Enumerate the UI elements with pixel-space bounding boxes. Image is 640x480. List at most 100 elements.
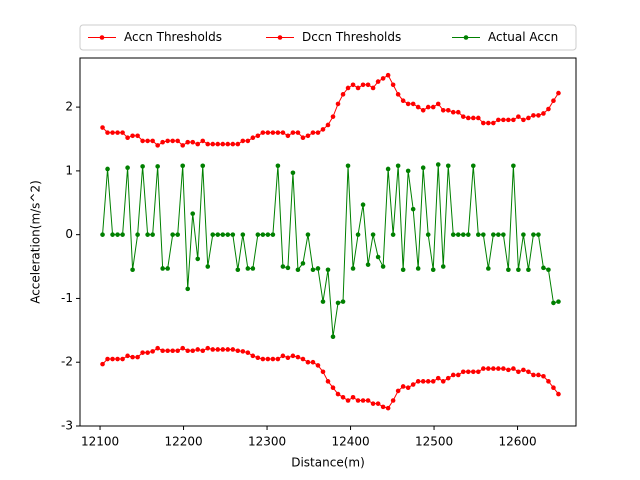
data-point: [516, 369, 521, 375]
data-point: [345, 163, 351, 169]
data-point: [240, 349, 246, 354]
data-point: [145, 232, 150, 237]
data-point: [260, 356, 266, 362]
data-point: [210, 232, 216, 237]
series-line: [102, 164, 559, 337]
data-point: [220, 232, 226, 237]
data-point: [521, 117, 526, 123]
data-point: [425, 379, 431, 384]
series-line: [102, 347, 559, 409]
data-point: [506, 367, 511, 373]
data-point: [285, 133, 291, 139]
data-point: [455, 232, 461, 237]
data-point: [250, 353, 256, 359]
data-point: [105, 166, 110, 172]
data-point: [310, 359, 316, 365]
data-point: [455, 109, 461, 115]
data-point: [445, 375, 451, 381]
data-point: [160, 266, 165, 271]
x-tick-label: 12100: [81, 435, 119, 449]
legend-marker: [99, 35, 105, 40]
data-point: [255, 232, 261, 237]
legend-label: Dccn Thresholds: [302, 30, 401, 44]
data-point: [290, 170, 296, 176]
x-tick-label: 12300: [248, 435, 286, 449]
data-point: [450, 109, 456, 115]
data-point: [325, 122, 331, 128]
data-point: [335, 101, 341, 107]
data-point: [100, 361, 105, 367]
data-point: [435, 162, 441, 167]
data-point: [486, 120, 491, 126]
data-point: [465, 369, 471, 375]
data-point: [300, 356, 306, 362]
data-point: [470, 369, 476, 375]
y-tick-label: 0: [65, 227, 73, 241]
data-point: [165, 348, 170, 354]
data-point: [531, 232, 536, 237]
data-point: [220, 141, 226, 147]
data-point: [155, 143, 160, 148]
data-point: [175, 232, 180, 237]
data-point: [335, 300, 341, 306]
data-point: [536, 113, 541, 118]
data-point: [410, 206, 416, 212]
data-point: [170, 138, 175, 144]
data-point: [425, 104, 431, 110]
data-point: [360, 82, 366, 88]
data-point: [300, 135, 306, 141]
data-point: [290, 130, 296, 135]
data-point: [100, 125, 105, 130]
data-point: [200, 138, 206, 144]
data-point: [425, 232, 431, 237]
data-point: [120, 232, 125, 237]
data-point: [395, 388, 401, 394]
data-point: [375, 79, 381, 84]
data-point: [150, 232, 155, 237]
data-point: [476, 232, 481, 237]
data-point: [270, 356, 276, 362]
x-tick-label: 12500: [415, 435, 453, 449]
data-point: [260, 130, 266, 135]
data-point: [155, 345, 160, 351]
x-tick-label: 12600: [498, 435, 536, 449]
data-point: [215, 232, 221, 237]
data-point: [280, 353, 286, 359]
data-point: [541, 373, 546, 379]
data-point: [135, 133, 140, 139]
data-point: [491, 120, 496, 126]
data-point: [250, 266, 256, 271]
data-point: [435, 375, 441, 381]
data-point: [375, 401, 381, 406]
data-point: [486, 266, 491, 271]
data-point: [476, 369, 481, 375]
data-point: [496, 366, 501, 371]
data-point: [110, 130, 115, 135]
data-point: [295, 267, 301, 273]
data-point: [385, 405, 391, 411]
data-point: [400, 98, 406, 104]
data-point: [205, 141, 211, 147]
data-point: [526, 369, 531, 375]
data-point: [546, 267, 551, 273]
data-point: [170, 348, 175, 354]
data-point: [531, 113, 536, 118]
data-point: [190, 211, 196, 216]
data-point: [340, 299, 346, 304]
data-point: [501, 366, 506, 371]
data-point: [325, 267, 331, 273]
data-point: [516, 114, 521, 119]
data-point: [185, 286, 191, 292]
data-point: [285, 265, 291, 271]
data-point: [460, 232, 466, 237]
data-point: [340, 394, 346, 400]
data-point: [160, 348, 165, 354]
data-point: [180, 345, 186, 351]
data-point: [190, 139, 196, 145]
data-point: [290, 353, 296, 359]
data-point: [370, 85, 376, 91]
data-point: [200, 163, 206, 169]
data-point: [220, 347, 226, 352]
data-point: [355, 85, 361, 91]
